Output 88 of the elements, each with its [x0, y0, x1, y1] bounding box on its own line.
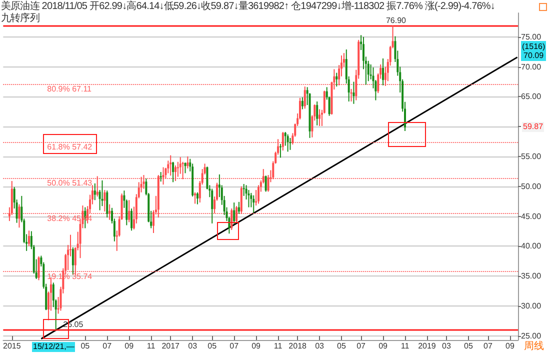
candlestick: [128, 200, 130, 223]
candlestick: [238, 201, 240, 214]
candlestick: [230, 208, 233, 231]
candlestick: [196, 192, 198, 205]
candlestick: [142, 174, 145, 190]
x-tick-label: 09: [378, 342, 388, 350]
candlestick: [352, 81, 355, 104]
annotation: 九转序列: [1, 13, 40, 24]
x-tick-label: 07: [230, 342, 240, 350]
candlestick: [236, 206, 238, 224]
text: (1516) 70.09: [521, 41, 546, 61]
candlestick: [242, 183, 245, 196]
x-tick-label: 05: [80, 342, 90, 350]
x-tick-label: 2017: [162, 342, 180, 350]
y-tick-label: 75.00: [521, 32, 542, 42]
candlestick: [316, 100, 318, 126]
candlestick: [186, 156, 189, 169]
candlestick: [257, 184, 260, 204]
candlestick: [382, 58, 384, 86]
ref-line-label: 50.0% 51.43: [47, 178, 93, 188]
x-tick-label: 09: [506, 342, 515, 350]
y-tick-label: 40.00: [521, 242, 542, 251]
y-tick-label: 25.00: [521, 331, 542, 340]
candlestick: [233, 202, 236, 225]
x-tick-label: 05: [464, 342, 474, 350]
text: 59.87: [522, 122, 544, 132]
candlestick: [28, 230, 30, 247]
y-tick-label: 35.00: [521, 272, 542, 281]
y-tick-label: 65.00: [521, 92, 542, 102]
y-tick-label: 45.00: [521, 212, 542, 221]
y-tick-label: 55.00: [521, 152, 542, 161]
x-tick-label: 11: [400, 342, 410, 350]
candlestick: [194, 192, 196, 204]
x-tick-label: 05: [208, 342, 218, 350]
text: 15/12/21,—: [32, 342, 76, 352]
candlestick: [350, 88, 352, 102]
y-tick-label: 50.00: [521, 182, 542, 191]
candlestick: [304, 86, 306, 110]
candlestick: [38, 256, 40, 281]
x-tick-label: 07: [484, 342, 493, 350]
candlestick: [160, 172, 162, 182]
x-tick-label: 07: [102, 342, 112, 350]
candlestick: [174, 164, 176, 182]
ref-line-label: 76.90: [386, 16, 407, 26]
candlestick: [211, 188, 214, 224]
candlestick: [282, 131, 284, 151]
x-tick-label: 09: [252, 342, 262, 350]
text: 美原油连 2018/11/05 开62.99↓高64.14↓低59.26↓收59.87↓量3619982↑ 仓1947299↓增-118302 振7.76% 涨(-2.99)-4.76%↓: [1, 1, 496, 12]
candlestick: [96, 176, 98, 198]
x-tick-label: 09: [124, 342, 134, 350]
candlestick: [248, 189, 250, 208]
y-tick-label: 30.00: [521, 301, 542, 310]
candlestick: [182, 161, 184, 180]
candlestick: [162, 166, 164, 186]
x-tick-label: 03: [315, 342, 325, 350]
x-tick-label: 11: [146, 342, 156, 350]
x-tick-label: 07: [356, 342, 366, 350]
candlestick: [176, 161, 179, 178]
x-tick-label: 05: [337, 342, 347, 350]
candlestick: [130, 208, 133, 232]
candlestick: [289, 137, 292, 150]
candlestick: [172, 161, 174, 183]
candlestick: [318, 108, 321, 126]
candlestick: [301, 96, 304, 110]
candlestick: [106, 190, 108, 218]
candlestick: [367, 60, 370, 82]
candlestick: [252, 194, 255, 214]
x-tick-label: 2018: [288, 342, 308, 350]
x-tick-label: 03: [188, 342, 198, 350]
candlestick: [240, 186, 242, 214]
x-tick-label: 11: [274, 342, 283, 350]
x-tick-label: 2019: [418, 342, 436, 350]
candlestick: [264, 175, 267, 192]
x-tick-label: 03: [442, 342, 452, 350]
candlestick: [184, 162, 186, 174]
candlestick: [94, 182, 96, 201]
candlestick: [104, 189, 106, 212]
candlestick: [108, 204, 111, 220]
candlestick: [72, 246, 74, 276]
candlestick: [279, 143, 282, 158]
y-tick-label: 70.00: [521, 62, 542, 72]
ref-line-label: 80.9% 67.11: [47, 84, 92, 94]
candlestick: [18, 204, 20, 228]
x-tick-label: 2015: [3, 342, 22, 350]
candlestick: [286, 134, 289, 152]
candlestick: [336, 72, 338, 88]
ref-line-label: 61.8% 57.42: [47, 142, 93, 152]
text: 周线: [524, 341, 544, 352]
